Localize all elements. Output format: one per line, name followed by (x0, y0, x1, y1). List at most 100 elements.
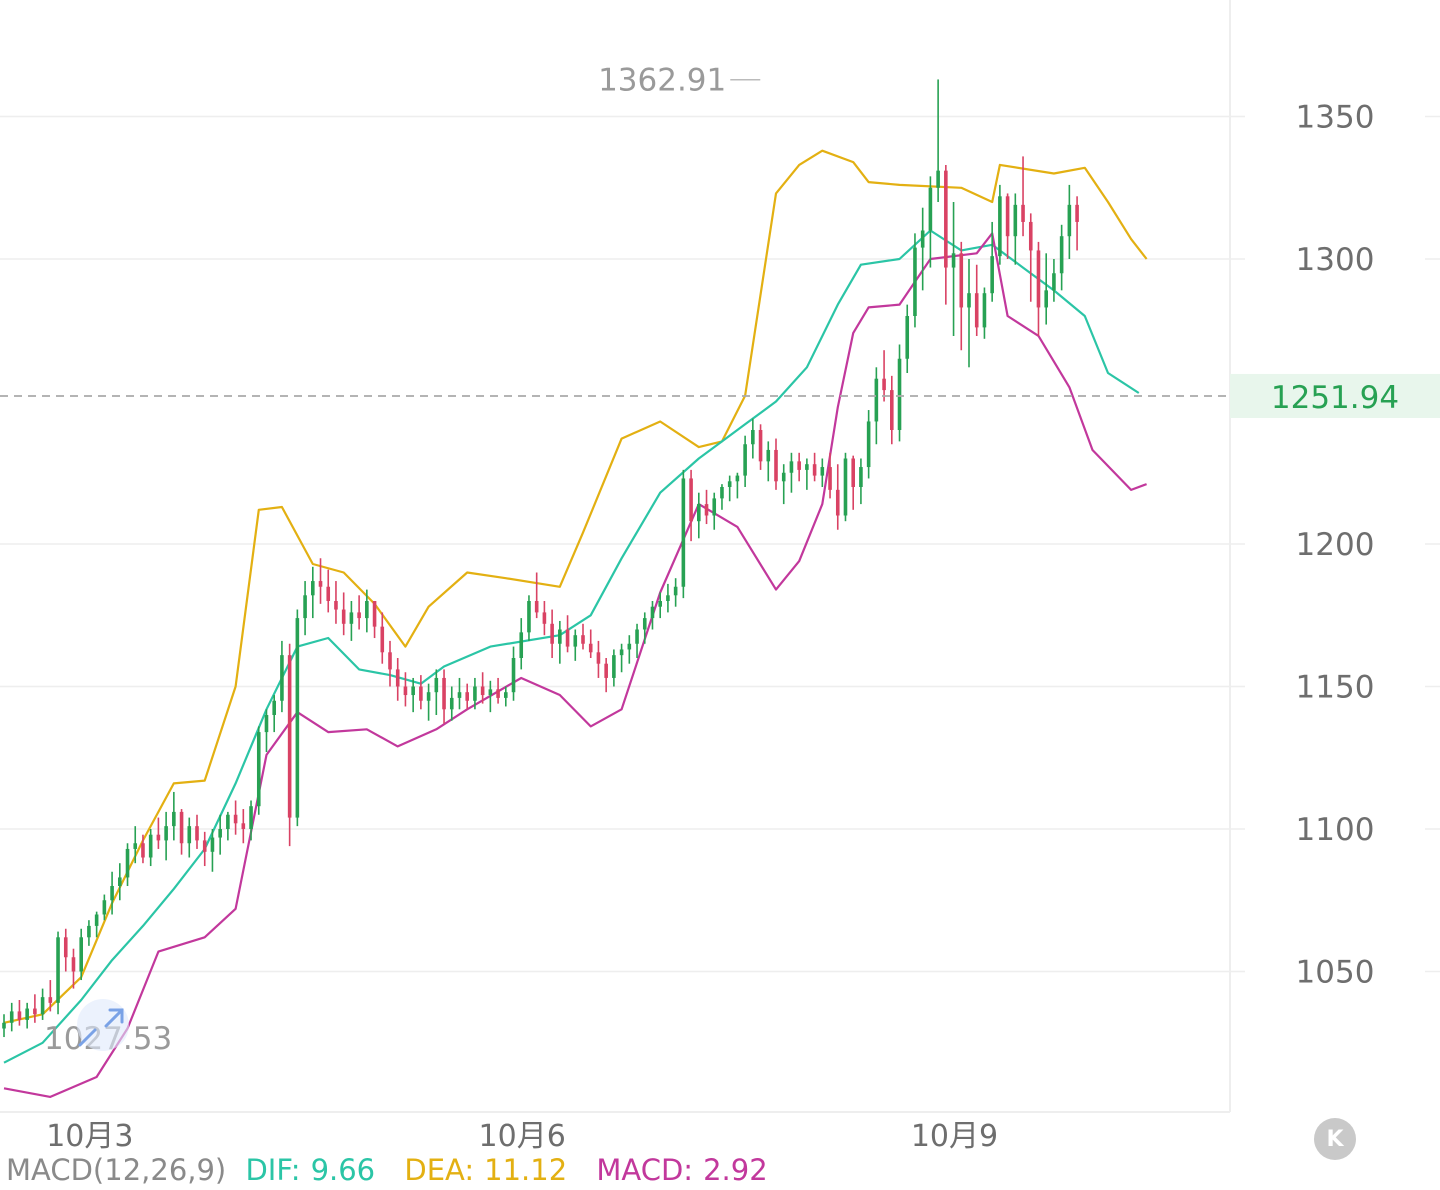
candle[interactable] (272, 695, 276, 733)
candle[interactable] (226, 811, 230, 841)
candle[interactable] (488, 680, 493, 713)
candle[interactable] (588, 629, 593, 659)
candle[interactable] (287, 643, 292, 847)
candle[interactable] (465, 683, 469, 710)
candle[interactable] (828, 452, 832, 499)
candle[interactable] (627, 635, 632, 664)
candle[interactable] (1021, 156, 1025, 237)
candle[interactable] (573, 629, 578, 661)
candle[interactable] (457, 677, 462, 710)
candle[interactable] (1028, 213, 1033, 302)
candle[interactable] (874, 367, 879, 445)
kline-toggle-button[interactable]: K (1314, 1118, 1356, 1160)
macd-indicator-bar[interactable]: MACD(12,26,9) DIF: 9.66 DEA: 11.12 MACD: 2.… (6, 1150, 788, 1187)
candle[interactable] (419, 675, 423, 710)
candle[interactable] (1059, 224, 1064, 291)
candle[interactable] (1067, 184, 1072, 259)
candle[interactable] (141, 834, 145, 864)
candle[interactable] (550, 609, 554, 658)
candle[interactable] (110, 871, 114, 915)
candle[interactable] (1013, 193, 1018, 265)
candle[interactable] (449, 686, 454, 721)
candle[interactable] (380, 612, 385, 664)
candle[interactable] (689, 469, 693, 542)
candle[interactable] (372, 601, 377, 639)
candle[interactable] (558, 620, 562, 664)
candle[interactable] (195, 814, 199, 849)
candle[interactable] (164, 811, 168, 861)
candle[interactable] (210, 829, 215, 872)
candle[interactable] (697, 492, 701, 539)
candle[interactable] (264, 709, 269, 753)
candle[interactable] (967, 259, 971, 368)
candle[interactable] (936, 79, 940, 202)
candle[interactable] (604, 658, 608, 693)
candle[interactable] (712, 492, 717, 530)
candle[interactable] (411, 677, 415, 713)
candle[interactable] (897, 344, 902, 442)
candle[interactable] (835, 464, 840, 530)
candle[interactable] (442, 669, 446, 724)
candle[interactable] (766, 441, 771, 482)
candle[interactable] (774, 438, 778, 490)
candle[interactable] (866, 410, 871, 479)
candle[interactable] (797, 452, 801, 482)
candle[interactable] (720, 484, 724, 510)
candle[interactable] (2, 1014, 6, 1038)
candle[interactable] (534, 572, 539, 619)
candle[interactable] (102, 894, 107, 921)
candle[interactable] (249, 800, 253, 841)
candle[interactable] (805, 458, 809, 490)
candle[interactable] (365, 589, 369, 633)
candle[interactable] (951, 202, 956, 336)
candle[interactable] (79, 928, 83, 981)
candlesticks[interactable] (2, 79, 1079, 1038)
candle[interactable] (71, 948, 76, 989)
price-chart[interactable]: 1050 1100 1150 1200 1300 1350 10月3 10月6 10月9 13… (0, 0, 1440, 1150)
candle[interactable] (681, 469, 686, 599)
candle[interactable] (94, 911, 99, 938)
candle[interactable] (295, 609, 300, 827)
candle[interactable] (727, 475, 732, 502)
candle[interactable] (527, 595, 531, 641)
candle[interactable] (241, 809, 246, 844)
candle[interactable] (673, 578, 678, 607)
candle[interactable] (403, 672, 408, 707)
candle[interactable] (125, 843, 130, 886)
candle[interactable] (1036, 241, 1041, 336)
candle[interactable] (357, 595, 361, 630)
candle[interactable] (233, 800, 238, 835)
candle[interactable] (311, 566, 315, 619)
candle[interactable] (480, 672, 485, 704)
candle[interactable] (326, 569, 331, 613)
candle[interactable] (473, 677, 477, 710)
candle[interactable] (1075, 196, 1079, 251)
candle[interactable] (148, 829, 153, 867)
candle[interactable] (280, 640, 284, 713)
candle[interactable] (542, 601, 547, 636)
candle[interactable] (118, 863, 122, 901)
candle[interactable] (642, 612, 647, 644)
candle[interactable] (859, 458, 863, 505)
candle[interactable] (944, 164, 948, 305)
candle[interactable] (666, 583, 670, 613)
candle[interactable] (959, 241, 964, 351)
candle[interactable] (519, 618, 524, 670)
candle[interactable] (812, 452, 817, 482)
candle[interactable] (890, 375, 894, 445)
candle[interactable] (511, 646, 516, 701)
candle[interactable] (619, 643, 624, 673)
candle[interactable] (1044, 253, 1048, 325)
candle[interactable] (596, 640, 601, 678)
candle[interactable] (974, 264, 979, 336)
candle[interactable] (48, 980, 53, 1012)
candle[interactable] (63, 928, 68, 972)
candle[interactable] (704, 489, 709, 525)
candle[interactable] (133, 826, 138, 864)
candle[interactable] (504, 686, 508, 707)
candle[interactable] (743, 435, 747, 487)
candle[interactable] (758, 424, 763, 470)
candle[interactable] (1052, 259, 1056, 302)
candle[interactable] (17, 1000, 22, 1026)
candle[interactable] (920, 207, 925, 291)
